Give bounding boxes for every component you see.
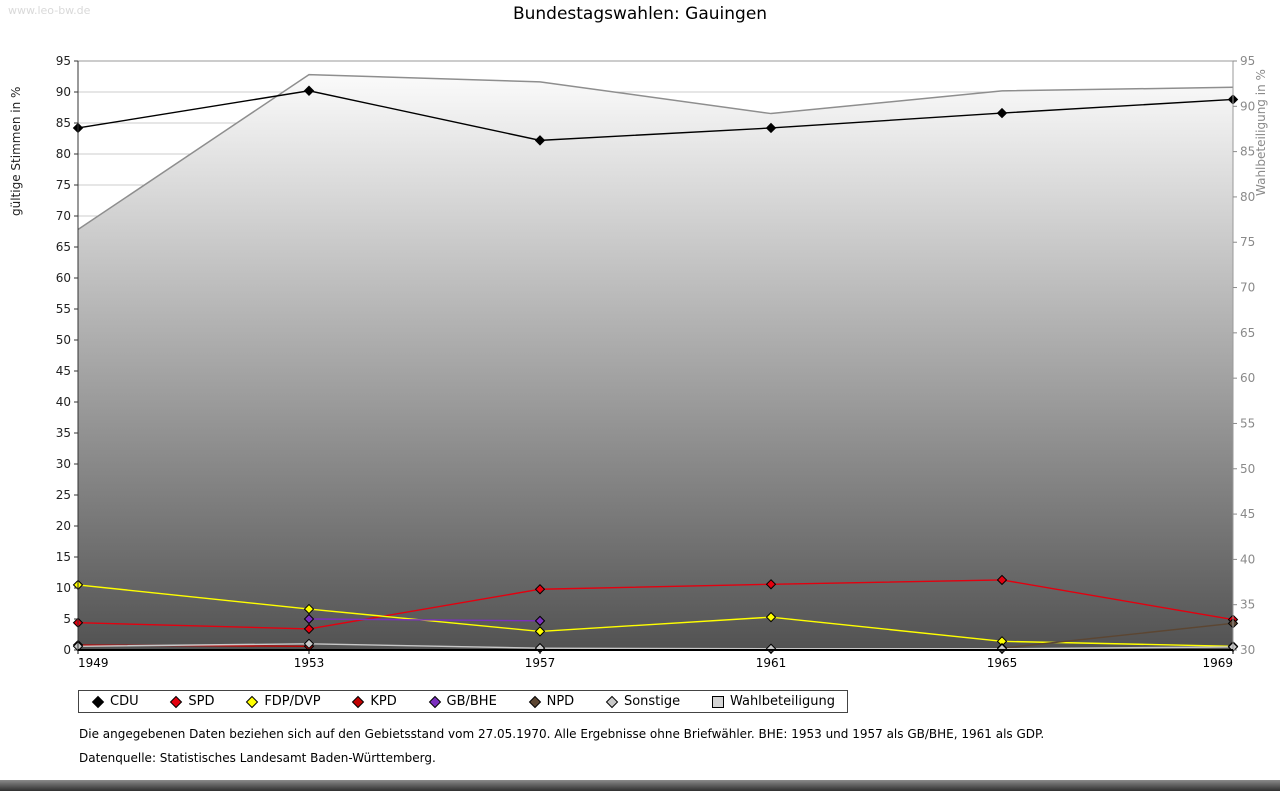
svg-text:85: 85: [1240, 145, 1255, 159]
series-spd: [72, 574, 1239, 635]
svg-text:1961: 1961: [756, 656, 787, 670]
svg-text:75: 75: [1240, 235, 1255, 249]
svg-text:55: 55: [56, 302, 71, 316]
svg-text:0: 0: [63, 643, 71, 657]
left-axis-ticks: 0 5 10 15 20 25 30 35 40 45 50 55 60 65 70 75 80 85 90 95: [56, 54, 78, 657]
legend-item-sonstige: Sonstige: [605, 694, 680, 709]
chart-canvas: 0510152025303540455055606570758085909530…: [56, 54, 1256, 670]
svg-text:60: 60: [56, 271, 71, 285]
x-axis-ticks: 1949 1953 1957 1961 1965 1969: [77, 650, 1234, 670]
svg-text:60: 60: [1240, 371, 1255, 385]
legend-label-wahlbeteiligung: Wahlbeteiligung: [729, 694, 835, 709]
axes: [77, 60, 1234, 651]
svg-text:1953: 1953: [294, 656, 325, 670]
legend-label-kpd: KPD: [370, 694, 397, 709]
legend: CDU SPD FDP/DVP KPD GB/BHE NPD Sonstige Wahlbet…: [78, 690, 848, 713]
series-cdu: [72, 85, 1239, 146]
svg-text:10: 10: [56, 581, 71, 595]
legend-marker-gb-bhe: [428, 695, 442, 709]
svg-text:65: 65: [1240, 326, 1255, 340]
data-point-spd-1957: [534, 584, 546, 595]
svg-text:50: 50: [1240, 462, 1255, 476]
footnote-data-note: Die angegebenen Daten beziehen sich auf …: [79, 727, 1045, 741]
svg-text:95: 95: [1240, 54, 1255, 68]
data-point-gb-bhe-1957: [534, 615, 546, 627]
legend-label-spd: SPD: [188, 694, 215, 709]
svg-text:20: 20: [56, 519, 71, 533]
legend-marker-fdp-dvp: [245, 695, 259, 709]
data-point-fdp-dvp-1961: [765, 611, 777, 623]
svg-text:30: 30: [56, 457, 71, 471]
svg-text:90: 90: [56, 85, 71, 99]
svg-text:45: 45: [1240, 507, 1255, 521]
legend-label-cdu: CDU: [110, 694, 139, 709]
data-point-fdp-dvp-1957: [534, 626, 546, 637]
series-gb-bhe: [303, 613, 546, 627]
svg-text:40: 40: [56, 395, 71, 409]
window-bottom-edge: [0, 780, 1280, 791]
legend-label-gb-bhe: GB/BHE: [446, 694, 497, 709]
svg-text:35: 35: [1240, 598, 1255, 612]
data-point-cdu-1965: [996, 107, 1008, 119]
right-axis-title: Wahlbeteiligung in %: [1254, 69, 1268, 196]
svg-text:50: 50: [56, 333, 71, 347]
legend-item-npd: NPD: [528, 694, 575, 709]
data-point-cdu-1957: [534, 135, 546, 146]
legend-item-cdu: CDU: [91, 694, 139, 709]
data-point-gb-bhe-1953: [303, 613, 315, 625]
svg-text:55: 55: [1240, 416, 1255, 430]
svg-text:70: 70: [1240, 281, 1255, 295]
svg-text:85: 85: [56, 116, 71, 130]
svg-text:45: 45: [56, 364, 71, 378]
legend-marker-kpd: [351, 695, 365, 709]
svg-text:35: 35: [56, 426, 71, 440]
legend-item-kpd: KPD: [351, 694, 397, 709]
svg-text:1965: 1965: [987, 656, 1018, 670]
legend-label-fdp-dvp: FDP/DVP: [264, 694, 321, 709]
footnote-source: Datenquelle: Statistisches Landesamt Bad…: [79, 751, 436, 765]
left-axis-title: gültige Stimmen in %: [9, 86, 23, 216]
legend-marker-spd: [169, 695, 183, 709]
legend-label-npd: NPD: [546, 694, 575, 709]
svg-text:70: 70: [56, 209, 71, 223]
svg-text:65: 65: [56, 240, 71, 254]
legend-marker-wahlbeteiligung: [711, 695, 725, 709]
legend-marker-npd: [528, 695, 542, 709]
page-title: Bundestagswahlen: Gauingen: [512, 4, 768, 24]
legend-item-fdp-dvp: FDP/DVP: [245, 694, 321, 709]
legend-marker-sonstige: [605, 695, 619, 709]
data-point-spd-1953: [303, 623, 315, 635]
svg-text:90: 90: [1240, 99, 1255, 113]
legend-item-gb-bhe: GB/BHE: [428, 694, 497, 709]
legend-item-spd: SPD: [169, 694, 215, 709]
data-point-spd-1965: [996, 574, 1008, 586]
data-point-sonstige-1953: [303, 638, 315, 650]
data-point-spd-1961: [765, 579, 777, 590]
svg-text:40: 40: [1240, 552, 1255, 566]
svg-text:75: 75: [56, 178, 71, 192]
watermark: www.leo-bw.de: [8, 4, 91, 17]
right-axis-ticks: 30 35 40 45 50 55 60 65 70 75 80 85 90 95: [1233, 54, 1255, 657]
svg-text:1949: 1949: [78, 656, 109, 670]
series-wahlbeteiligung: [77, 73, 1234, 651]
svg-text:25: 25: [56, 488, 71, 502]
svg-text:95: 95: [56, 54, 71, 68]
data-point-cdu-1953: [303, 85, 315, 96]
data-point-cdu-1961: [765, 122, 777, 134]
svg-text:1957: 1957: [525, 656, 556, 670]
legend-label-sonstige: Sonstige: [623, 694, 681, 709]
legend-marker-cdu: [91, 695, 105, 709]
data-point-fdp-dvp-1953: [303, 603, 315, 615]
svg-text:80: 80: [1240, 190, 1255, 204]
svg-text:80: 80: [56, 147, 71, 161]
svg-text:30: 30: [1240, 643, 1255, 657]
svg-text:1969: 1969: [1202, 656, 1233, 670]
legend-item-wahlbeteiligung: Wahlbeteiligung: [711, 694, 835, 709]
svg-text:5: 5: [63, 612, 71, 626]
svg-text:15: 15: [56, 550, 71, 564]
